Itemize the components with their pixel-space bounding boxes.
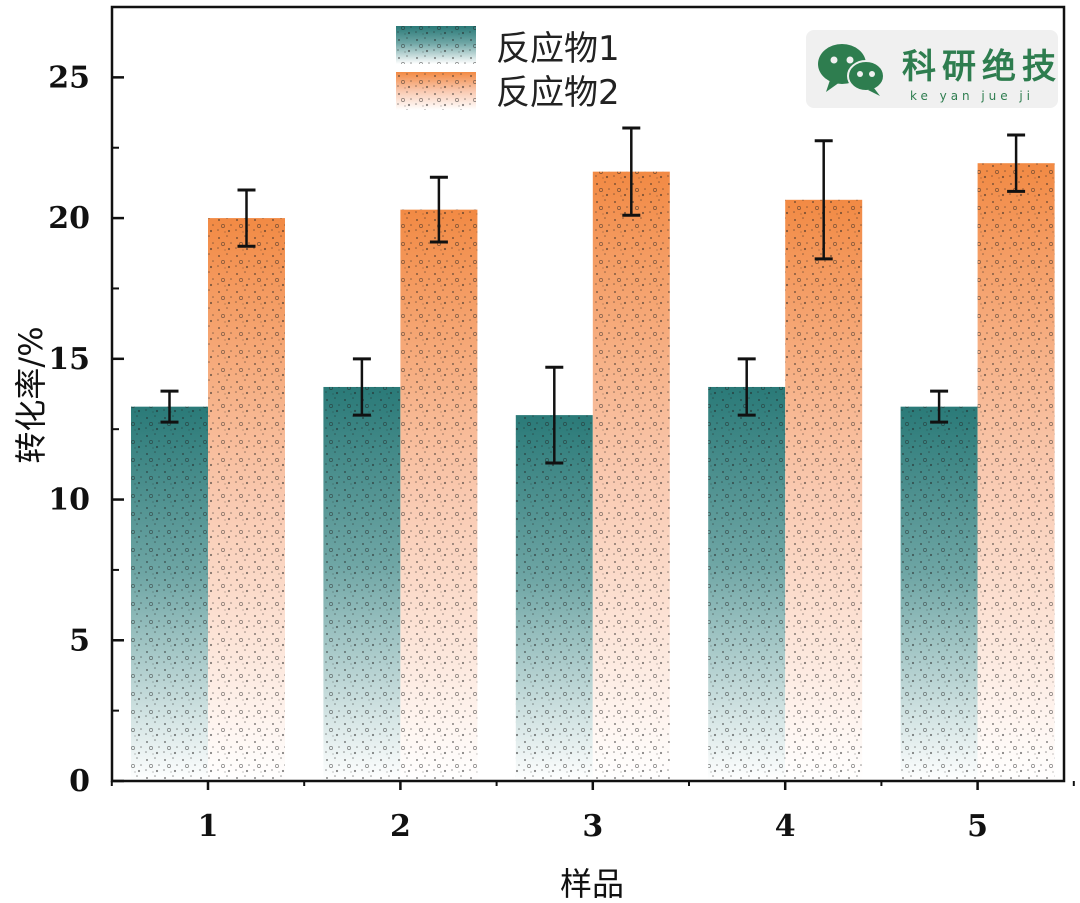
error-bar-s1-5 xyxy=(1007,133,1026,193)
bar-texture-s1-3 xyxy=(592,171,670,782)
error-bar-s1-3 xyxy=(622,126,641,217)
y-tick-label-15: 15 xyxy=(48,342,90,377)
error-bar-s1-2 xyxy=(429,175,448,244)
legend-label-s1: 反应物2 xyxy=(496,73,620,113)
bar-texture-s1-5 xyxy=(977,163,1055,781)
bar-texture-s0-1 xyxy=(131,406,208,781)
bar-texture-s1-1 xyxy=(208,218,285,781)
x-tick-label-5: 5 xyxy=(967,809,988,844)
legend-label-s0: 反应物1 xyxy=(496,29,620,69)
bar-texture-s0-5 xyxy=(900,406,978,781)
y-tick-label-10: 10 xyxy=(48,483,90,518)
wechat-icon xyxy=(818,44,885,96)
legend-swatch-s1-texture xyxy=(396,72,476,110)
plot-frame xyxy=(110,5,1066,783)
error-bar-s0-1 xyxy=(160,389,179,424)
y-axis-title: 转化率/% xyxy=(12,326,50,463)
x-tick-label-4: 4 xyxy=(775,809,796,844)
y-tick-label-20: 20 xyxy=(48,201,90,236)
y-tick-label-5: 5 xyxy=(69,623,90,658)
watermark-logo: 科研绝技 ke yan jue ji xyxy=(806,30,1062,108)
x-tick-label-1: 1 xyxy=(198,809,219,844)
error-bar-s0-5 xyxy=(930,389,949,424)
bars-group xyxy=(131,163,1055,782)
bar-texture-s1-4 xyxy=(785,199,863,781)
x-tick-label-2: 2 xyxy=(390,809,411,844)
bar-texture-s0-3 xyxy=(515,415,593,781)
x-axis-ticks: 1 2 3 4 5 xyxy=(110,781,1075,844)
bar-texture-s0-4 xyxy=(708,386,786,781)
error-bars-group xyxy=(160,126,1026,465)
x-axis-title: 样品 xyxy=(560,865,624,903)
legend: 反应物1 反应物2 xyxy=(396,26,620,113)
error-bar-s0-4 xyxy=(737,357,756,417)
x-tick-label-3: 3 xyxy=(582,809,603,844)
error-bar-s0-3 xyxy=(545,365,564,465)
y-tick-label-25: 25 xyxy=(48,60,90,95)
error-bar-s1-4 xyxy=(814,139,833,261)
watermark-title: 科研绝技 xyxy=(902,47,1062,87)
error-bar-s0-2 xyxy=(352,357,371,417)
plot-border xyxy=(110,5,1066,783)
y-axis-ticks: 0 5 10 15 20 25 xyxy=(48,60,124,799)
bar-texture-s1-2 xyxy=(400,209,478,781)
y-tick-label-0: 0 xyxy=(69,764,90,799)
bar-texture-s0-2 xyxy=(323,386,401,781)
legend-swatch-s0-texture xyxy=(396,26,476,64)
error-bar-s1-1 xyxy=(237,188,256,248)
